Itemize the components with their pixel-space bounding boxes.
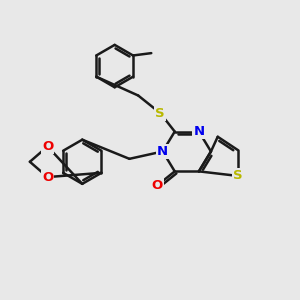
Text: S: S xyxy=(155,107,165,120)
Text: N: N xyxy=(157,145,168,158)
Text: O: O xyxy=(42,140,53,153)
Text: O: O xyxy=(152,179,163,192)
Text: N: N xyxy=(193,125,204,138)
Text: O: O xyxy=(42,171,53,184)
Text: S: S xyxy=(233,169,243,182)
